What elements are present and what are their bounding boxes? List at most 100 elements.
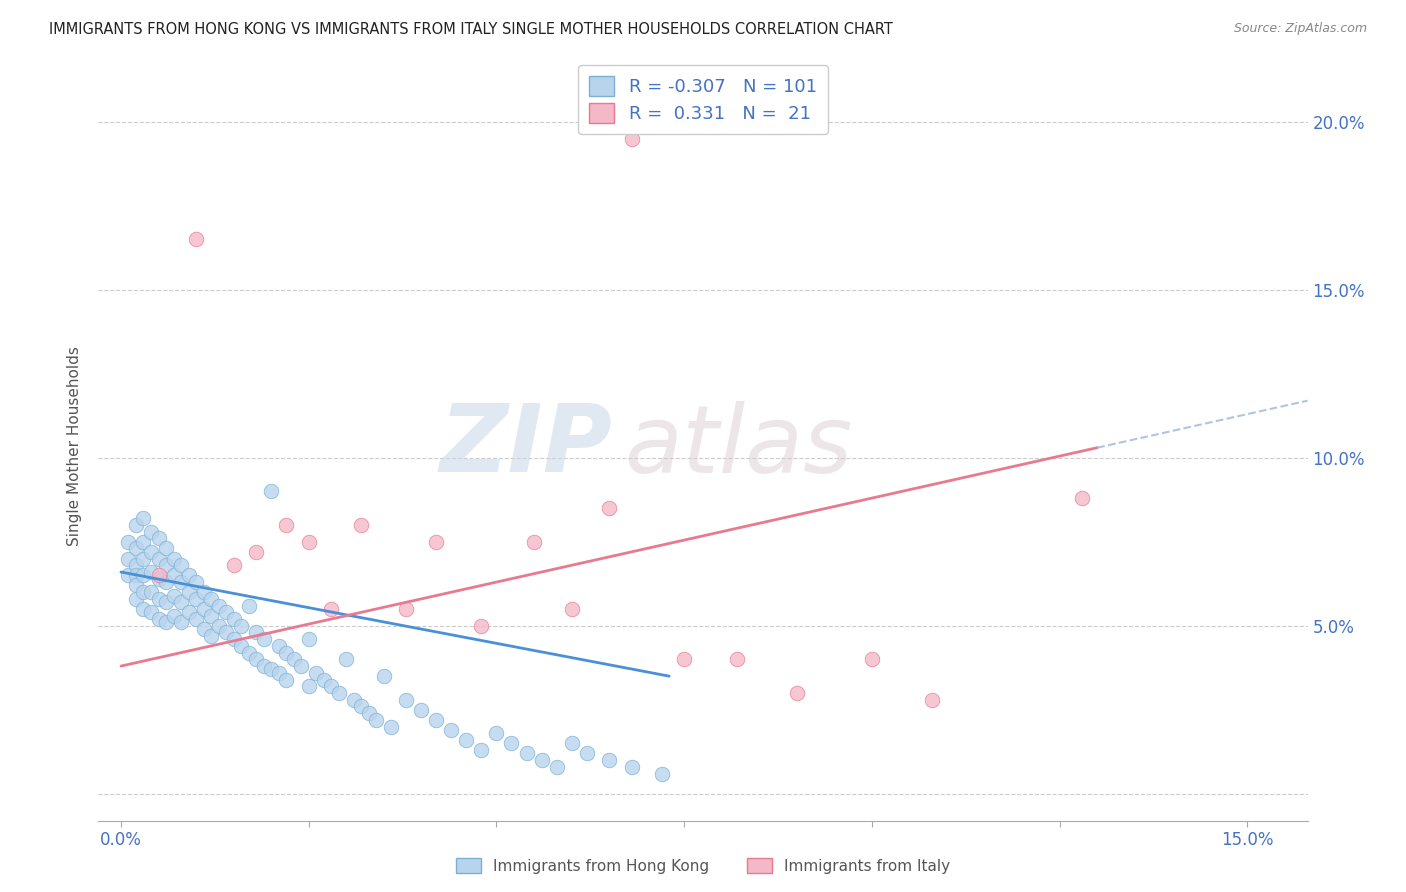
Point (321, 602, 343, 616)
Point (425, 713, 447, 727)
Point (366, 713, 388, 727)
Point (229, 619, 252, 633)
Point (162, 551, 184, 566)
Point (148, 612, 170, 626)
Point (222, 632, 245, 647)
Point (155, 575, 177, 590)
Point (125, 541, 148, 556)
Point (177, 568, 200, 582)
Text: atlas: atlas (624, 401, 852, 491)
Point (155, 595, 177, 609)
Point (155, 615, 177, 630)
Point (184, 591, 207, 606)
Point (335, 652, 357, 666)
Point (276, 518, 298, 533)
Point (253, 632, 276, 647)
Point (184, 232, 207, 246)
Point (395, 692, 418, 706)
Point (1071, 491, 1094, 505)
Point (162, 589, 184, 603)
Point (125, 568, 148, 582)
Point (245, 652, 267, 666)
Point (786, 686, 808, 700)
Point (321, 679, 343, 693)
Point (253, 659, 276, 673)
Point (139, 605, 162, 619)
Point (222, 558, 245, 573)
Point (125, 518, 148, 533)
Point (860, 652, 883, 666)
Point (598, 753, 620, 767)
Point (267, 639, 290, 653)
Point (200, 608, 222, 623)
Point (245, 625, 267, 640)
Point (125, 578, 148, 592)
Point (561, 736, 583, 750)
Point (328, 686, 350, 700)
Point (193, 622, 215, 636)
Point (238, 646, 260, 660)
Text: Source: ZipAtlas.com: Source: ZipAtlas.com (1233, 22, 1367, 36)
Point (298, 632, 321, 647)
Point (290, 659, 312, 673)
Text: IMMIGRANTS FROM HONG KONG VS IMMIGRANTS FROM ITALY SINGLE MOTHER HOUSEHOLDS CORR: IMMIGRANTS FROM HONG KONG VS IMMIGRANTS … (49, 22, 893, 37)
Point (125, 591, 148, 606)
Point (193, 585, 215, 599)
Point (177, 605, 200, 619)
Point (207, 619, 229, 633)
Point (470, 743, 492, 757)
Point (575, 747, 598, 761)
Point (350, 699, 373, 714)
Point (229, 639, 252, 653)
Point (350, 518, 373, 533)
Point (470, 619, 492, 633)
Point (238, 599, 260, 613)
Point (267, 665, 290, 680)
Point (132, 511, 155, 525)
Point (515, 747, 537, 761)
Point (395, 602, 418, 616)
Point (276, 646, 298, 660)
Point (170, 615, 193, 630)
Point (456, 733, 478, 747)
Point (523, 534, 546, 549)
Point (620, 131, 643, 145)
Point (725, 652, 748, 666)
Point (170, 558, 193, 573)
Point (276, 673, 298, 687)
Point (132, 551, 155, 566)
Point (200, 591, 222, 606)
Y-axis label: Single Mother Households: Single Mother Households (67, 346, 83, 546)
Point (148, 532, 170, 546)
Point (222, 612, 245, 626)
Point (148, 591, 170, 606)
Text: ZIP: ZIP (440, 400, 613, 492)
Point (620, 760, 643, 774)
Point (530, 753, 553, 767)
Point (343, 692, 366, 706)
Point (357, 706, 380, 720)
Point (117, 534, 139, 549)
Point (177, 585, 200, 599)
Point (162, 568, 184, 582)
Point (132, 602, 155, 616)
Legend: Immigrants from Hong Kong, Immigrants from Italy: Immigrants from Hong Kong, Immigrants fr… (450, 852, 956, 880)
Point (501, 736, 523, 750)
Point (155, 558, 177, 573)
Point (200, 629, 222, 643)
Point (139, 585, 162, 599)
Point (155, 541, 177, 556)
Point (598, 501, 620, 516)
Point (170, 595, 193, 609)
Point (260, 662, 283, 676)
Legend: R = -0.307   N = 101, R =  0.331   N =  21: R = -0.307 N = 101, R = 0.331 N = 21 (578, 65, 828, 134)
Point (673, 652, 696, 666)
Point (170, 575, 193, 590)
Point (215, 605, 238, 619)
Point (125, 558, 148, 573)
Point (921, 692, 943, 706)
Point (215, 625, 238, 640)
Point (148, 551, 170, 566)
Point (207, 599, 229, 613)
Point (546, 760, 568, 774)
